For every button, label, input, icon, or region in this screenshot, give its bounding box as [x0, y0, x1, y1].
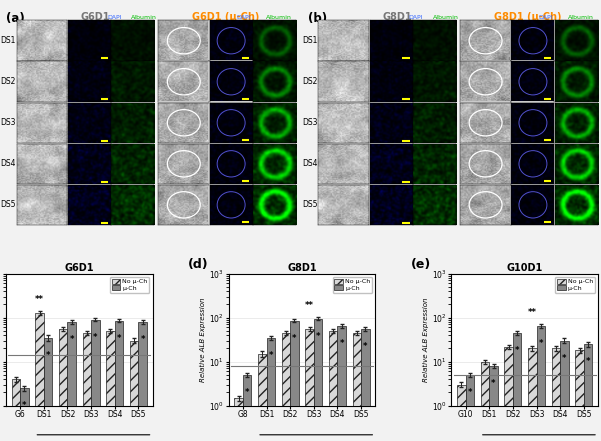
Bar	[481, 362, 489, 441]
Text: DS2: DS2	[302, 77, 317, 86]
Bar	[11, 379, 20, 441]
Text: (d): (d)	[188, 258, 209, 271]
Text: **: **	[35, 295, 44, 303]
Text: *: *	[340, 339, 344, 348]
Text: DS5: DS5	[302, 200, 317, 209]
Text: G8D1 (μ-Ch): G8D1 (μ-Ch)	[493, 12, 561, 22]
Text: Albumin: Albumin	[131, 15, 157, 20]
Text: Albumin: Albumin	[568, 15, 594, 20]
Legend: No μ-Ch, μ-Ch: No μ-Ch, μ-Ch	[555, 277, 595, 293]
Bar	[282, 333, 290, 441]
Text: *: *	[141, 335, 145, 344]
Text: *: *	[22, 401, 26, 411]
Bar	[243, 375, 251, 441]
Bar	[290, 321, 299, 441]
Text: *: *	[538, 339, 543, 348]
Title: G8D1: G8D1	[287, 263, 317, 273]
Bar	[305, 329, 314, 441]
Bar	[35, 313, 44, 441]
Bar	[560, 340, 569, 441]
Bar	[82, 333, 91, 441]
Text: Albumin: Albumin	[433, 15, 459, 20]
Bar	[466, 375, 474, 441]
Text: *: *	[515, 346, 519, 355]
Text: (a): (a)	[6, 12, 25, 26]
Text: *: *	[468, 388, 472, 397]
Legend: No μ-Ch, μ-Ch: No μ-Ch, μ-Ch	[110, 277, 150, 293]
Bar	[575, 351, 584, 441]
Bar	[314, 318, 322, 441]
Y-axis label: Relative ALB Expression: Relative ALB Expression	[423, 297, 429, 382]
Text: DS3: DS3	[302, 118, 317, 127]
Bar	[130, 340, 138, 441]
Y-axis label: Relative ALB Expression: Relative ALB Expression	[200, 297, 206, 382]
Bar	[504, 347, 513, 441]
Bar	[67, 322, 76, 441]
Text: (e): (e)	[410, 258, 431, 271]
Bar	[337, 326, 346, 441]
Bar	[329, 331, 337, 441]
Bar	[353, 333, 361, 441]
Bar	[537, 326, 545, 441]
Text: *: *	[70, 335, 74, 344]
Text: DS1: DS1	[0, 36, 16, 45]
Text: DS3: DS3	[0, 118, 16, 127]
Text: DS1: DS1	[302, 36, 317, 45]
Text: *: *	[562, 354, 567, 363]
Text: *: *	[316, 332, 320, 341]
Text: G6D1 (μ-Ch): G6D1 (μ-Ch)	[192, 12, 259, 22]
Bar	[528, 348, 537, 441]
Title: G6D1: G6D1	[64, 263, 94, 273]
Bar	[115, 321, 123, 441]
Bar	[91, 320, 100, 441]
Bar	[489, 366, 498, 441]
Text: **: **	[528, 308, 537, 317]
Bar	[584, 344, 593, 441]
Bar	[457, 385, 466, 441]
Text: DS4: DS4	[0, 159, 16, 168]
Bar	[513, 333, 522, 441]
Bar	[234, 398, 243, 441]
Text: DAPI: DAPI	[409, 15, 423, 20]
Bar	[361, 329, 370, 441]
Text: DAPI: DAPI	[107, 15, 121, 20]
Text: DS5: DS5	[0, 200, 16, 209]
Text: *: *	[245, 388, 249, 397]
Bar	[20, 388, 29, 441]
Text: DAPI: DAPI	[237, 15, 251, 20]
Bar	[59, 329, 67, 441]
Title: G10D1: G10D1	[507, 263, 543, 273]
Bar	[106, 331, 115, 441]
Text: *: *	[46, 351, 50, 360]
Text: G6D1: G6D1	[81, 12, 110, 22]
Text: (b): (b)	[308, 12, 327, 26]
Text: *: *	[93, 333, 97, 342]
Text: *: *	[117, 334, 121, 343]
Bar	[44, 338, 52, 441]
Text: *: *	[586, 357, 590, 366]
Text: DS4: DS4	[302, 159, 317, 168]
Text: DS2: DS2	[0, 77, 16, 86]
Text: *: *	[292, 334, 297, 343]
Bar	[258, 354, 267, 441]
Bar	[138, 322, 147, 441]
Text: G8D1: G8D1	[382, 12, 412, 22]
Text: Albumin: Albumin	[266, 15, 292, 20]
Text: *: *	[363, 342, 368, 351]
Legend: No μ-Ch, μ-Ch: No μ-Ch, μ-Ch	[332, 277, 372, 293]
Text: DAPI: DAPI	[538, 15, 553, 20]
Text: *: *	[269, 351, 273, 360]
Bar	[552, 348, 560, 441]
Text: **: **	[305, 301, 314, 310]
Text: *: *	[491, 379, 496, 388]
Bar	[267, 338, 275, 441]
